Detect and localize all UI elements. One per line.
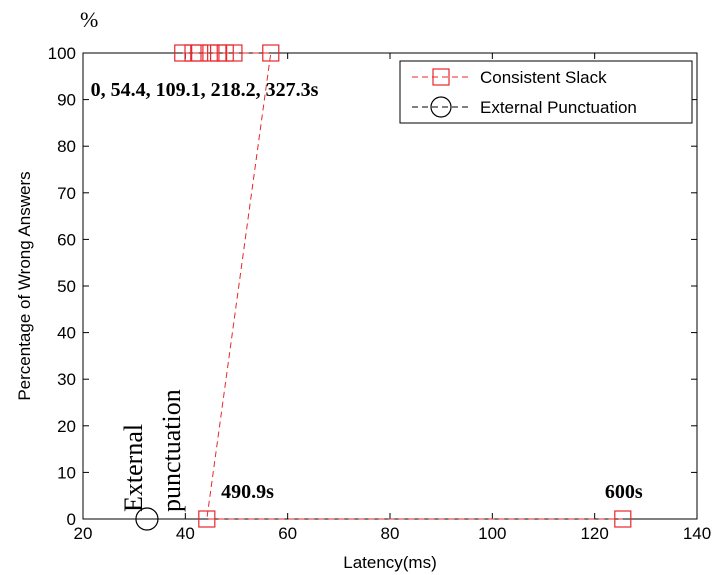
- x-tick-label: 80: [381, 524, 400, 543]
- plot-area: [82, 52, 698, 520]
- y-tick-label: 70: [57, 184, 76, 203]
- data-point-consistent-slack: [198, 510, 216, 528]
- legend-marker-circle: [430, 96, 452, 118]
- x-tick-label: 20: [74, 524, 93, 543]
- data-point-consistent-slack: [191, 44, 209, 62]
- annotation-t600: 600s: [605, 481, 643, 503]
- data-point-consistent-slack: [262, 44, 280, 62]
- x-axis-label: Latency(ms): [343, 553, 437, 572]
- y-tick-label: 100: [48, 44, 76, 63]
- data-point-consistent-slack: [614, 510, 632, 528]
- y-tick-label: 50: [57, 277, 76, 296]
- data-point-consistent-slack: [225, 44, 243, 62]
- y-axis-label: Percentage of Wrong Answers: [15, 171, 34, 400]
- y-tick-label: 60: [57, 230, 76, 249]
- y-tick-label: 0: [67, 510, 76, 529]
- x-tick-label: 60: [278, 524, 297, 543]
- y-axis-unit: %: [80, 7, 98, 32]
- y-tick-label: 10: [57, 463, 76, 482]
- x-tick-label: 140: [683, 524, 711, 543]
- x-tick-label: 100: [478, 524, 506, 543]
- axis-ticks: 20 40 60 80 100 120 140 0 10 20 30 40 50 60 70 80 90 100: [48, 44, 712, 543]
- data-point-external-punctuation: [135, 507, 159, 531]
- annotation-ext-line1: External: [119, 424, 148, 512]
- annotation-ext-line2: punctuation: [157, 389, 186, 512]
- data-point-consistent-slack: [174, 44, 192, 62]
- legend-marker-square: [432, 68, 450, 86]
- x-tick-label: 40: [176, 524, 195, 543]
- legend: Consistent Slack External Punctuation: [399, 60, 693, 124]
- annotations: 0, 54.4, 109.1, 218.2, 327.3s 490.9s 600s E…: [91, 79, 643, 512]
- y-tick-label: 90: [57, 91, 76, 110]
- y-tick-label: 30: [57, 370, 76, 389]
- series-layer: [135, 44, 632, 531]
- y-tick-label: 20: [57, 417, 76, 436]
- y-tick-label: 80: [57, 137, 76, 156]
- legend-label-external-punctuation: External Punctuation: [480, 98, 637, 117]
- data-point-consistent-slack: [216, 44, 234, 62]
- annotation-slack-values: 0, 54.4, 109.1, 218.2, 327.3s: [91, 79, 319, 101]
- x-tick-label: 120: [580, 524, 608, 543]
- y-tick-label: 40: [57, 324, 76, 343]
- series-line-consistent-slack: [182, 52, 623, 520]
- annotation-t490: 490.9s: [221, 481, 274, 503]
- legend-label-consistent-slack: Consistent Slack: [480, 68, 607, 87]
